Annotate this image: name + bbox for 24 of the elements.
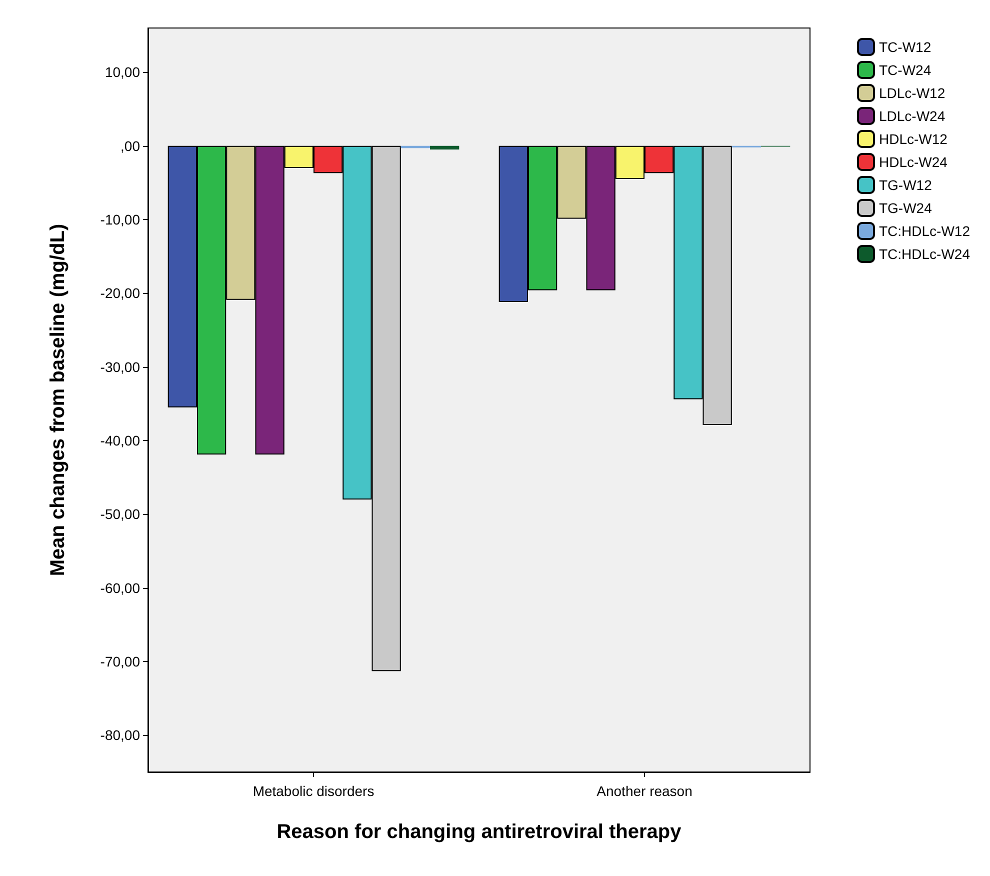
y-tick-label: 10,00 <box>104 64 140 80</box>
x-tick-label: Metabolic disorders <box>252 783 374 799</box>
y-tick-label: -60,00 <box>100 580 140 596</box>
x-tick-label: Another reason <box>596 783 692 799</box>
legend-label: LDLc-W12 <box>878 85 946 101</box>
y-tick-label: -10,00 <box>100 212 140 228</box>
y-tick-label: -20,00 <box>100 285 140 302</box>
y-tick-label: -50,00 <box>100 506 140 522</box>
y-tick-label: -30,00 <box>100 358 140 375</box>
legend-label: HDLc-W24 <box>878 154 948 170</box>
y-tick-label: -80,00 <box>100 727 140 744</box>
y-tick-label: -40,00 <box>100 432 140 449</box>
legend-label: HDLc-W12 <box>878 131 948 147</box>
x-axis-title: Reason for changing antiretroviral therapy <box>276 821 682 843</box>
legend-label: TC:HDLc-W24 <box>878 246 970 262</box>
legend-label: TC-W12 <box>878 39 932 55</box>
legend-label: TG-W12 <box>878 177 932 193</box>
y-tick-label: ,00 <box>120 138 140 154</box>
legend-label: LDLc-W24 <box>878 108 946 124</box>
y-axis-title: Mean changes from baseline (mg/dL) <box>47 224 69 576</box>
legend-label: TG-W24 <box>878 200 932 216</box>
legend-label: TC:HDLc-W12 <box>878 223 970 239</box>
y-tick-label: -70,00 <box>100 654 140 670</box>
legend-label: TC-W24 <box>878 62 932 78</box>
